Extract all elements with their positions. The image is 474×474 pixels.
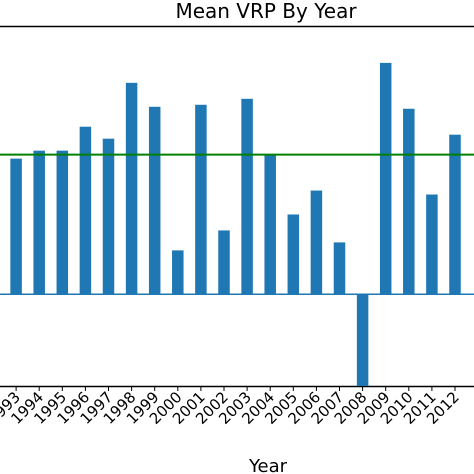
bar-1996: [79, 126, 92, 295]
bar-2004: [264, 154, 276, 295]
bar-2007: [333, 242, 346, 295]
bar-2010: [403, 108, 415, 295]
bar-1999: [148, 106, 161, 295]
bar-2002: [218, 230, 230, 295]
bar-1994: [33, 150, 45, 295]
bar-1993: [10, 158, 22, 295]
bar-2006: [310, 190, 323, 295]
bar-2003: [241, 98, 253, 295]
bar-2005: [287, 214, 300, 295]
bar-2008: [356, 294, 369, 386]
bar-series: [0, 62, 474, 386]
bar-1995: [56, 150, 69, 295]
bar-2012: [449, 134, 461, 295]
bar-1998: [125, 82, 138, 295]
x-tick-labels: 1992199319941995199619971998199920002001…: [0, 388, 463, 428]
bar-1997: [102, 138, 115, 295]
x-axis-label: Year: [248, 456, 288, 474]
bar-2009: [379, 62, 392, 295]
x-ticks: [15, 386, 456, 391]
chart-title: Mean VRP By Year: [175, 0, 357, 23]
bar-2011: [426, 194, 438, 295]
bar-2000: [172, 250, 184, 295]
bar-2001: [195, 104, 207, 295]
